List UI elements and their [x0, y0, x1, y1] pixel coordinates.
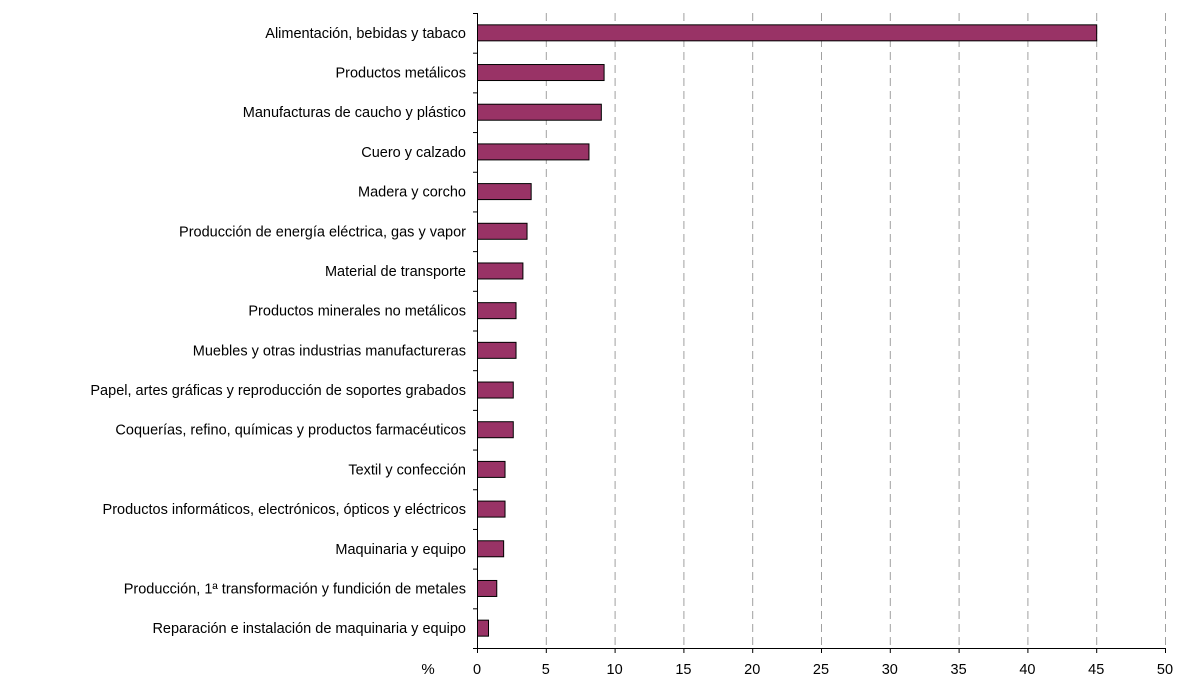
category-label: Cuero y calzado — [361, 145, 466, 161]
category-label: Maquinaria y equipo — [335, 542, 466, 558]
x-tick-label: 45 — [1088, 662, 1104, 678]
x-tick-label: 0 — [473, 662, 481, 678]
bar-3 — [477, 103, 602, 121]
bar-14 — [477, 540, 505, 558]
x-tick-label: 40 — [1019, 662, 1035, 678]
category-labels: Alimentación, bebidas y tabaco Productos … — [90, 26, 466, 637]
category-label: Papel, artes gráficas y reproducción de … — [90, 383, 466, 399]
bar-8 — [477, 302, 517, 320]
x-tick-label: 25 — [813, 662, 829, 678]
category-label: Productos minerales no metálicos — [248, 304, 466, 320]
x-tick-label: 15 — [675, 662, 691, 678]
category-label: Coquerías, refino, químicas y productos … — [115, 423, 466, 439]
category-label: Productos informáticos, electrónicos, óp… — [103, 502, 466, 518]
bar-4 — [477, 143, 590, 161]
category-label: Manufacturas de caucho y plástico — [243, 105, 466, 121]
bar-5 — [477, 183, 532, 201]
bars — [477, 24, 1098, 637]
bar-2 — [477, 64, 605, 82]
bar-15 — [477, 579, 498, 597]
bar-12 — [477, 460, 506, 478]
bar-6 — [477, 222, 528, 240]
x-tick-label: 50 — [1157, 662, 1173, 678]
x-tick-label: 10 — [607, 662, 623, 678]
x-tick-label: 35 — [951, 662, 967, 678]
category-label: Producción, 1ª transformación y fundició… — [124, 581, 466, 597]
category-label: Reparación e instalación de maquinaria y… — [152, 621, 466, 637]
bar-10 — [477, 381, 514, 399]
x-axis-unit-label: % — [421, 661, 434, 678]
bar-7 — [477, 262, 524, 280]
category-label: Producción de energía eléctrica, gas y v… — [179, 224, 466, 240]
category-label: Madera y corcho — [358, 185, 466, 201]
bar-16 — [477, 619, 490, 637]
bar-13 — [477, 500, 506, 518]
bar-9 — [477, 341, 517, 359]
category-label: Material de transporte — [325, 264, 466, 280]
x-tick-label: 20 — [744, 662, 760, 678]
gridlines — [545, 13, 1166, 648]
category-label: Muebles y otras industrias manufacturera… — [193, 343, 466, 359]
category-label: Alimentación, bebidas y tabaco — [265, 26, 466, 42]
bar-1 — [477, 24, 1098, 42]
x-tick-label: 5 — [542, 662, 550, 678]
x-tick-labels: 0 5 10 15 20 25 30 35 40 45 50 — [473, 662, 1173, 678]
category-label: Productos metálicos — [335, 66, 466, 82]
category-label: Textil y confección — [348, 462, 466, 478]
axes — [473, 13, 1166, 653]
x-tick-label: 30 — [882, 662, 898, 678]
bar-11 — [477, 421, 514, 439]
